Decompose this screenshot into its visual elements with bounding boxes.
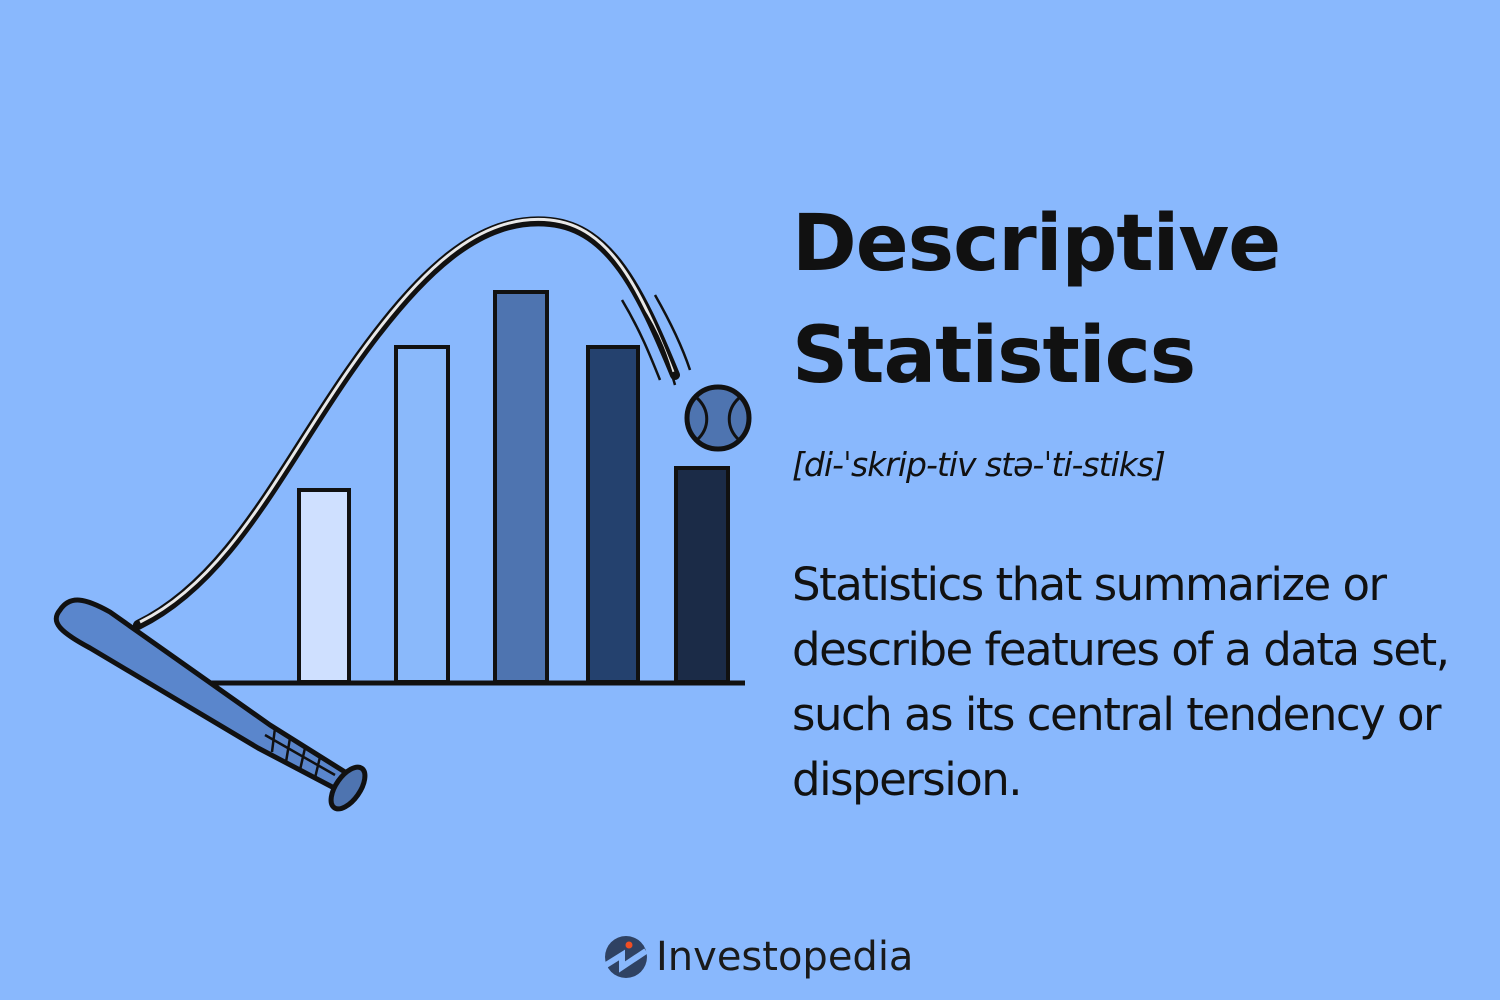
bar-chart-illustration bbox=[53, 216, 752, 812]
page-title: Descriptive Statistics bbox=[792, 188, 1281, 412]
bar-5 bbox=[674, 466, 730, 684]
definition: Statistics that summarize or describe fe… bbox=[792, 558, 1450, 806]
brand-logo: Investopedia bbox=[604, 934, 913, 980]
pronunciation: [di-ˈskrip-tiv stə-ˈti-stiks] bbox=[792, 445, 1166, 484]
baseball-bat-icon bbox=[53, 597, 368, 812]
bar-1 bbox=[297, 488, 351, 684]
title-line-1: Descriptive bbox=[792, 199, 1281, 289]
bar-2 bbox=[394, 345, 450, 684]
bar-3 bbox=[493, 290, 549, 684]
investopedia-logo-icon bbox=[604, 936, 648, 978]
title-line-2: Statistics bbox=[792, 311, 1196, 401]
bar-4 bbox=[586, 345, 640, 684]
baseball-icon bbox=[684, 384, 752, 452]
brand-name: Investopedia bbox=[656, 934, 914, 980]
